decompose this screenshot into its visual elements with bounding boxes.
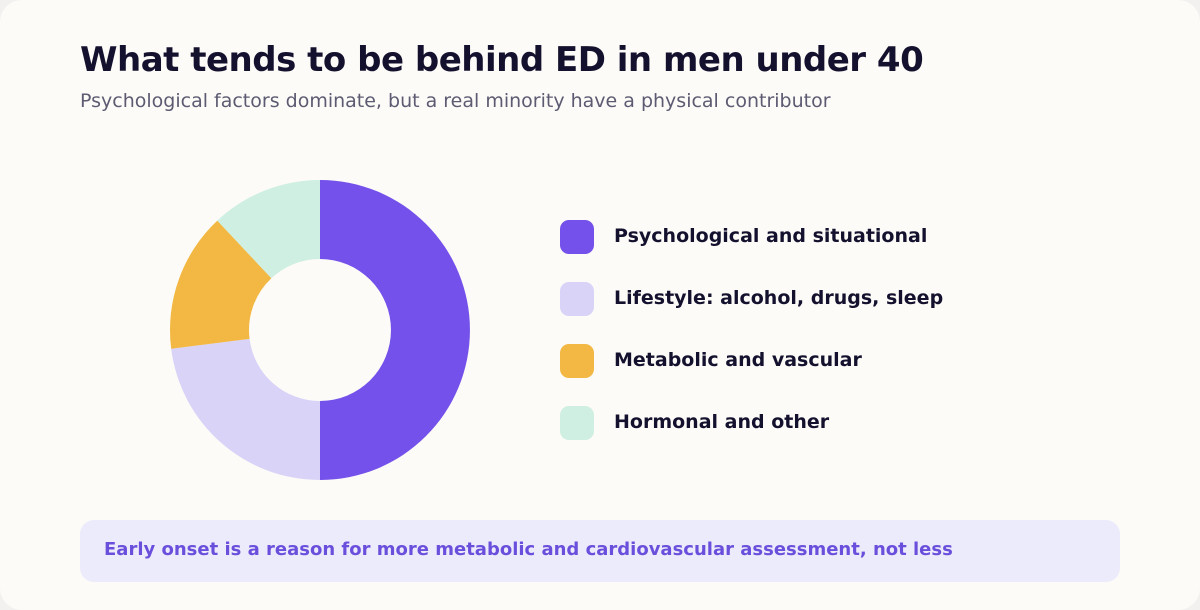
legend-swatch: [560, 406, 594, 440]
donut-slice-3: [170, 220, 272, 349]
donut-chart: [170, 180, 470, 480]
legend-swatch: [560, 282, 594, 316]
legend-label: Hormonal and other: [614, 411, 830, 433]
legend-label: Lifestyle: alcohol, drugs, sleep: [614, 287, 944, 309]
donut-slice-1: [320, 180, 470, 480]
callout-note-text: Early onset is a reason for more metabol…: [104, 539, 953, 560]
legend-label: Psychological and situational: [614, 225, 928, 247]
chart-subtitle: Psychological factors dominate, but a re…: [80, 90, 831, 112]
callout-note: Early onset is a reason for more metabol…: [80, 520, 1120, 582]
chart-title: What tends to be behind ED in men under …: [80, 40, 924, 80]
legend-swatch: [560, 344, 594, 378]
donut-slice-4: [217, 180, 320, 279]
legend-swatch: [560, 220, 594, 254]
legend-label: Metabolic and vascular: [614, 349, 862, 371]
donut-slice-2: [171, 338, 320, 480]
